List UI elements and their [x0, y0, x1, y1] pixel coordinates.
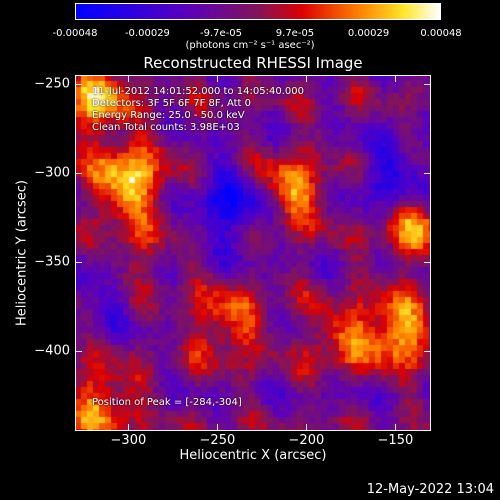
colorbar-tick-label: 0.00048 [420, 28, 462, 39]
annotation-detectors: Detectors: 3F 5F 6F 7F 8F, Att 0 [92, 98, 252, 109]
y-axis-label: Heliocentric Y (arcsec) [14, 180, 30, 326]
tick-mark [75, 261, 82, 263]
tick-mark [424, 172, 431, 174]
x-tick-label: −300 [110, 433, 147, 448]
x-tick-label: −150 [377, 433, 414, 448]
x-axis-label: Heliocentric X (arcsec) [179, 448, 327, 463]
colorbar-unit: (photons cm⁻² s⁻¹ asec⁻²) [185, 40, 315, 51]
y-tick-label: −350 [34, 254, 70, 270]
chart-title: Reconstructed RHESSI Image [143, 54, 363, 72]
annotation-total-counts: Clean Total counts: 3.98E+03 [92, 122, 240, 133]
colorbar-tick-label: -0.00029 [124, 28, 170, 39]
annotation-energy-range: Energy Range: 25.0 - 50.0 keV [92, 110, 245, 121]
colorbar-tick-label: 9.7e-05 [275, 28, 315, 39]
tick-mark [128, 75, 130, 82]
colorbar [75, 3, 441, 20]
tick-mark [424, 261, 431, 263]
x-tick-label: −250 [199, 433, 236, 448]
annotation-time-range: 11-Jul-2012 14:01:52.000 to 14:05:40.000 [92, 86, 304, 97]
colorbar-tick-label: -0.00048 [52, 28, 98, 39]
colorbar-tick-label: -9.7e-05 [200, 28, 243, 39]
heatmap-image [75, 75, 431, 431]
annotation-peak-position: Position of Peak = [-284,-304] [92, 397, 242, 408]
tick-mark [75, 172, 82, 174]
tick-mark [395, 424, 397, 431]
y-tick-label: −300 [34, 165, 70, 181]
tick-mark [424, 83, 431, 85]
tick-mark [217, 75, 219, 82]
y-tick-label: −250 [34, 76, 70, 92]
tick-mark [128, 424, 130, 431]
tick-mark [306, 75, 308, 82]
colorbar-tick-label: 0.00029 [347, 28, 390, 39]
heatmap-plot [75, 75, 431, 431]
x-tick-label: −200 [288, 433, 325, 448]
tick-mark [306, 424, 308, 431]
tick-mark [75, 350, 82, 352]
tick-mark [75, 83, 82, 85]
tick-mark [217, 424, 219, 431]
tick-mark [424, 350, 431, 352]
footer-timestamp: 12-May-2022 13:04 [366, 482, 494, 497]
tick-mark [395, 75, 397, 82]
y-tick-label: −400 [34, 343, 70, 359]
